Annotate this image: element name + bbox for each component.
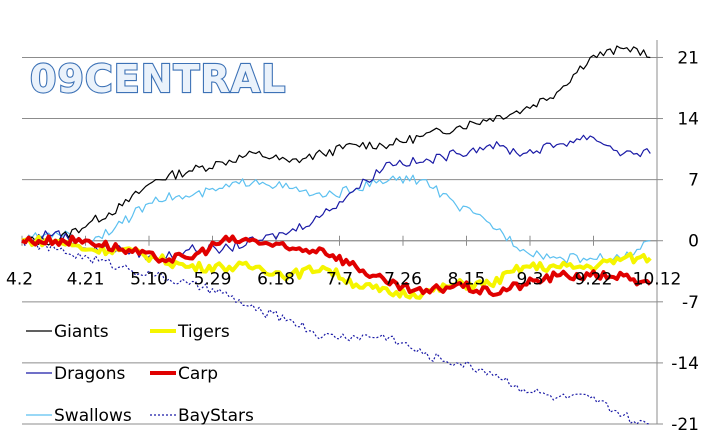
y-tick-label: -14	[671, 354, 699, 374]
y-tick-label: 21	[677, 48, 699, 68]
series-line-tigers	[21, 234, 652, 300]
legend-label-carp: Carp	[178, 364, 218, 384]
legend: Giants Tigers Dragons Carp Swallows BayStars	[26, 322, 254, 426]
x-tick-label: 5.29	[194, 270, 232, 290]
y-tick-label: -21	[671, 415, 699, 435]
legend-label-baystars: BayStars	[178, 406, 254, 426]
x-tick-label: 7.26	[384, 270, 422, 290]
y-tick-label: 7	[688, 171, 699, 191]
series-layer	[21, 45, 652, 425]
y-tick-label: 14	[677, 110, 699, 130]
x-tick-label: 6.18	[257, 270, 295, 290]
x-tick-label: 10.12	[633, 270, 682, 290]
series-line-baystars	[21, 237, 651, 425]
legend-label-tigers: Tigers	[177, 322, 230, 342]
y-tick-label: 0	[688, 232, 699, 252]
y-tick-label: -7	[682, 293, 699, 313]
x-tick-label: 9.22	[575, 270, 613, 290]
y-axis: 21 14 7 0 -7 -14 -21	[656, 40, 699, 435]
x-tick-label: 4.21	[67, 270, 105, 290]
x-tick-label: 5.10	[130, 270, 168, 290]
x-tick-label: 9.3	[516, 270, 543, 290]
x-tick-labels: 4.2 4.21 5.10 5.29 6.18 7.7 7.26 8.15 9.3 9.22 10.…	[6, 270, 681, 290]
series-line-swallows	[21, 174, 651, 264]
legend-label-giants: Giants	[54, 322, 109, 342]
series-line-giants	[21, 45, 651, 246]
series-line-carp	[21, 234, 652, 298]
chart-title: 09CENTRAL	[30, 57, 286, 101]
x-tick-label: 7.7	[326, 270, 353, 290]
legend-label-dragons: Dragons	[54, 364, 125, 384]
x-tick-label: 8.15	[448, 270, 486, 290]
x-tick-label: 4.2	[6, 270, 33, 290]
legend-label-swallows: Swallows	[54, 406, 132, 426]
